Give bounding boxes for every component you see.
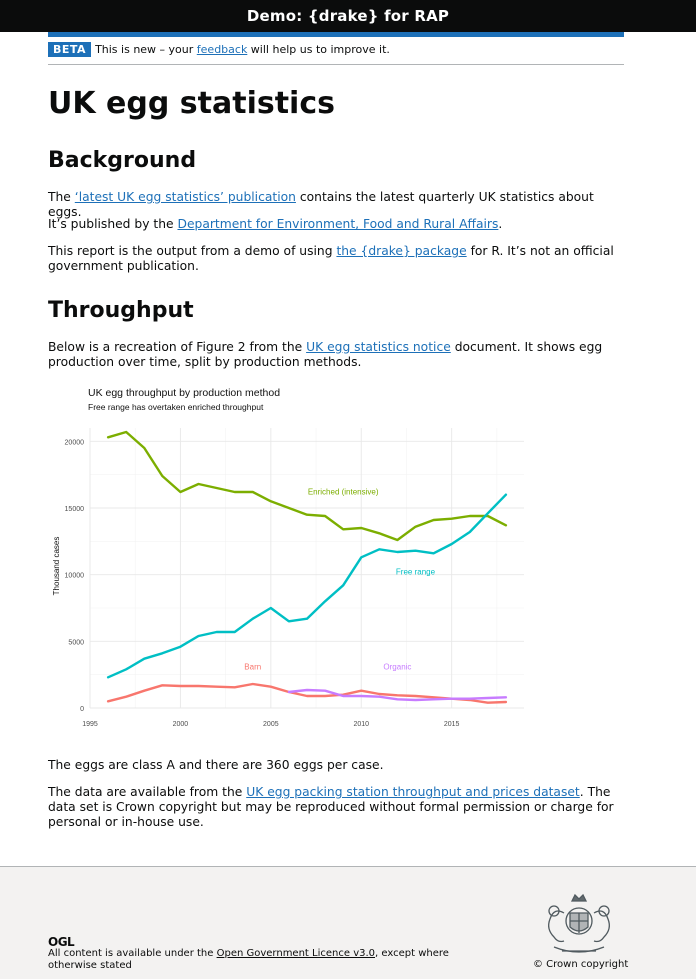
background-heading: Background <box>48 148 197 173</box>
site-footer: OGL All content is available under the O… <box>0 866 696 979</box>
series-label: Organic <box>383 662 411 671</box>
throughput-paragraph-2: The eggs are class A and there are 360 e… <box>48 758 384 772</box>
y-tick-label: 0 <box>80 706 84 713</box>
series-line-enriched-intensive <box>106 430 508 542</box>
y-tick-label: 10000 <box>65 573 85 580</box>
background-paragraph-1: The ‘latest UK egg statistics’ publicati… <box>48 190 594 219</box>
background-paragraph-3: This report is the output from a demo of… <box>48 244 614 273</box>
throughput-paragraph-1: Below is a recreation of Figure 2 from t… <box>48 340 603 369</box>
latest-egg-statistics-link[interactable]: ‘latest UK egg statistics’ publication <box>74 190 296 204</box>
site-header: Demo: {drake} for RAP <box>0 0 696 32</box>
y-tick-label: 20000 <box>65 439 85 446</box>
drake-package-link[interactable]: the {drake} package <box>336 244 467 258</box>
y-tick-label: 5000 <box>68 639 84 646</box>
crown-copyright: © Crown copyright <box>533 959 629 970</box>
throughput-paragraph-3: The data are available from the UK egg p… <box>48 785 614 829</box>
header-title: Demo: {drake} for RAP <box>246 7 450 25</box>
page-title: UK egg statistics <box>48 86 335 121</box>
series-label: Free range <box>396 568 436 577</box>
x-tick-label: 2015 <box>444 721 460 728</box>
x-tick-label: 2010 <box>353 721 369 728</box>
y-axis-label: Thousand cases <box>52 537 61 596</box>
licence-text: All content is available under the Open … <box>48 948 449 971</box>
egg-throughput-chart: UK egg throughput by production method F… <box>48 380 528 730</box>
y-tick-label: 15000 <box>65 506 85 513</box>
series-label: Enriched (intensive) <box>308 488 379 497</box>
chart-grid <box>89 428 524 709</box>
chart-subtitle: Free range has overtaken enriched throug… <box>88 402 264 412</box>
series-line-organic <box>287 688 508 702</box>
royal-coat-of-arms-icon <box>548 893 610 953</box>
egg-statistics-notice-link[interactable]: UK egg statistics notice <box>306 340 451 354</box>
x-tick-label: 2005 <box>263 721 279 728</box>
header-rule <box>48 32 624 37</box>
throughput-heading: Throughput <box>48 298 194 323</box>
chart-svg: UK egg throughput by production method F… <box>52 387 524 728</box>
defra-link[interactable]: Department for Environment, Food and Rur… <box>177 217 499 231</box>
series-line-barn <box>106 682 508 704</box>
x-tick-label: 1995 <box>82 721 98 728</box>
ogl-logo: OGL <box>48 935 75 949</box>
open-government-licence-link[interactable]: Open Government Licence v3.0 <box>216 948 376 959</box>
series-line-free-range <box>106 493 508 679</box>
chart-title: UK egg throughput by production method <box>88 387 280 399</box>
beta-tag: BETA <box>48 42 92 57</box>
x-tick-label: 2000 <box>173 721 189 728</box>
beta-text-before: This is new – your <box>95 43 197 56</box>
egg-packing-dataset-link[interactable]: UK egg packing station throughput and pr… <box>246 785 580 799</box>
phase-banner: BETA This is new – your feedback will hel… <box>48 42 624 65</box>
series-label: Barn <box>244 662 261 671</box>
beta-text-after: will help us to improve it. <box>247 43 390 56</box>
background-paragraph-2: It’s published by the Department for Env… <box>48 217 503 231</box>
feedback-link[interactable]: feedback <box>196 43 248 56</box>
